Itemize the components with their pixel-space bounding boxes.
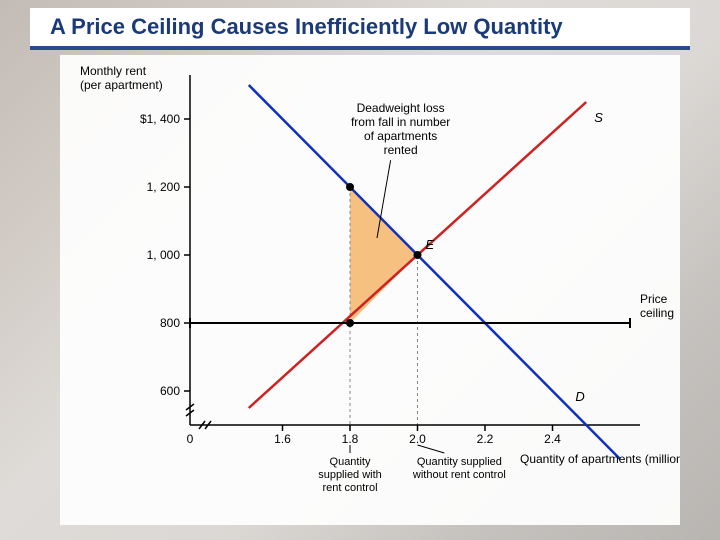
demand-label: D: [575, 389, 584, 404]
y-tick-label: 800: [160, 316, 180, 330]
supply-demand-chart: $1, 400 1, 200 1, 000 800 600 0 1.6 1.8 2.0 2.2 2.…: [60, 55, 680, 525]
chart-container: $1, 400 1, 200 1, 000 800 600 0 1.6 1.8 2.0 2.2 2.…: [60, 55, 680, 525]
supply-label: S: [594, 110, 603, 125]
x-axis-label: Quantity of apartments (millions): [520, 452, 680, 466]
qs-without-leader: [418, 445, 445, 453]
qs-without-annotation: Quantity supplied: [417, 456, 502, 468]
y-tick-label: 1, 000: [147, 248, 181, 262]
price-ceiling-label: Price: [640, 292, 668, 306]
price-ceiling-label: ceiling: [640, 306, 674, 320]
qs-with-annotation: Quantity: [330, 456, 371, 468]
chart-point: [414, 251, 422, 259]
qs-without-annotation: without rent control: [412, 469, 506, 481]
y-axis-label: Monthly rent: [80, 64, 147, 78]
chart-point: [346, 183, 354, 191]
chart-point: [346, 319, 354, 327]
qs-with-annotation: rent control: [322, 482, 377, 494]
dwl-annotation: from fall in number: [351, 115, 450, 129]
x-tick-label: 2.0: [409, 432, 426, 446]
dwl-annotation: of apartments: [364, 129, 437, 143]
x-tick-label: 0: [187, 432, 194, 446]
dwl-triangle: [350, 187, 418, 323]
dwl-annotation: Deadweight loss: [357, 101, 445, 115]
dwl-annotation: rented: [384, 143, 418, 157]
x-tick-label: 1.8: [342, 432, 359, 446]
qs-with-annotation: supplied with: [318, 469, 382, 481]
page-title: A Price Ceiling Causes Inefficiently Low…: [30, 8, 690, 50]
y-tick-label: 600: [160, 384, 180, 398]
x-tick-label: 2.2: [477, 432, 494, 446]
equilibrium-label: E: [426, 237, 435, 252]
x-tick-label: 1.6: [274, 432, 291, 446]
y-axis-label: (per apartment): [80, 78, 163, 92]
x-tick-label: 2.4: [544, 432, 561, 446]
y-tick-label: 1, 200: [147, 180, 181, 194]
y-tick-label: $1, 400: [140, 112, 180, 126]
